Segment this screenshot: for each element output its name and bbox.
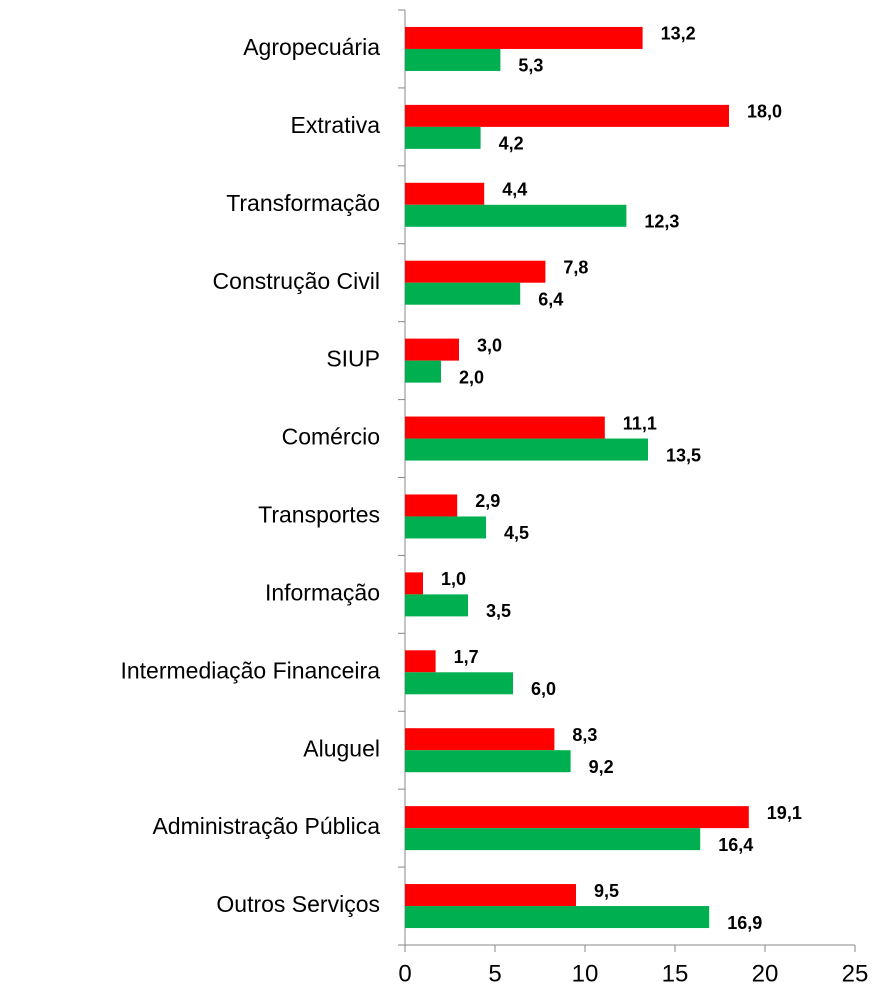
bar (405, 650, 436, 673)
category-label: Transformação (226, 190, 380, 216)
bar (405, 182, 485, 205)
bar (405, 338, 459, 361)
bar (405, 884, 576, 907)
value-label: 4,2 (499, 134, 524, 154)
bar (405, 282, 521, 305)
bar (405, 260, 546, 283)
category-label: Outros Serviços (216, 891, 380, 917)
value-label: 13,5 (666, 445, 701, 465)
bar (405, 806, 749, 829)
category-label: Comércio (282, 424, 380, 450)
value-label: 4,5 (504, 523, 529, 543)
value-label: 6,4 (538, 289, 563, 309)
value-label: 4,4 (502, 180, 527, 200)
bar (405, 828, 701, 851)
x-tick-label: 20 (752, 960, 779, 987)
bar (405, 750, 571, 773)
x-tick-label: 10 (572, 960, 599, 987)
value-label: 5,3 (518, 56, 543, 76)
x-tick-label: 15 (662, 960, 689, 987)
bar (405, 572, 423, 595)
bar (405, 126, 481, 149)
value-label: 18,0 (747, 102, 782, 122)
bar (405, 416, 605, 439)
value-label: 8,3 (572, 725, 597, 745)
value-label: 2,9 (475, 491, 500, 511)
bar (405, 516, 486, 539)
value-label: 3,0 (477, 335, 502, 355)
value-label: 9,2 (589, 757, 614, 777)
x-tick-label: 0 (398, 960, 411, 987)
value-label: 2,0 (459, 367, 484, 387)
value-label: 9,5 (594, 881, 619, 901)
value-label: 3,5 (486, 601, 511, 621)
x-tick-label: 5 (488, 960, 501, 987)
category-label: Intermediação Financeira (120, 657, 380, 683)
value-label: 16,4 (718, 835, 753, 855)
bar (405, 26, 643, 49)
category-label: SIUP (326, 346, 380, 372)
bar (405, 360, 441, 383)
bar (405, 204, 627, 227)
category-label: Aluguel (303, 735, 380, 761)
value-label: 13,2 (661, 24, 696, 44)
bar (405, 728, 555, 751)
bar (405, 594, 468, 617)
category-label: Informação (265, 579, 380, 605)
bar (405, 906, 710, 929)
value-label: 1,7 (454, 647, 479, 667)
value-label: 7,8 (563, 257, 588, 277)
value-label: 12,3 (644, 212, 679, 232)
category-label: Agropecuária (243, 34, 380, 60)
value-label: 1,0 (441, 569, 466, 589)
value-label: 16,9 (727, 913, 762, 933)
category-label: Administração Pública (152, 813, 380, 839)
x-tick-label: 25 (842, 960, 869, 987)
category-label: Extrativa (291, 112, 381, 138)
bar (405, 438, 648, 461)
value-label: 6,0 (531, 679, 556, 699)
value-label: 19,1 (767, 803, 802, 823)
bar (405, 672, 513, 695)
category-label: Transportes (258, 502, 380, 528)
value-label: 11,1 (623, 413, 657, 433)
bar (405, 48, 501, 71)
bar (405, 104, 729, 127)
category-label: Construção Civil (213, 268, 380, 294)
bar (405, 494, 458, 517)
